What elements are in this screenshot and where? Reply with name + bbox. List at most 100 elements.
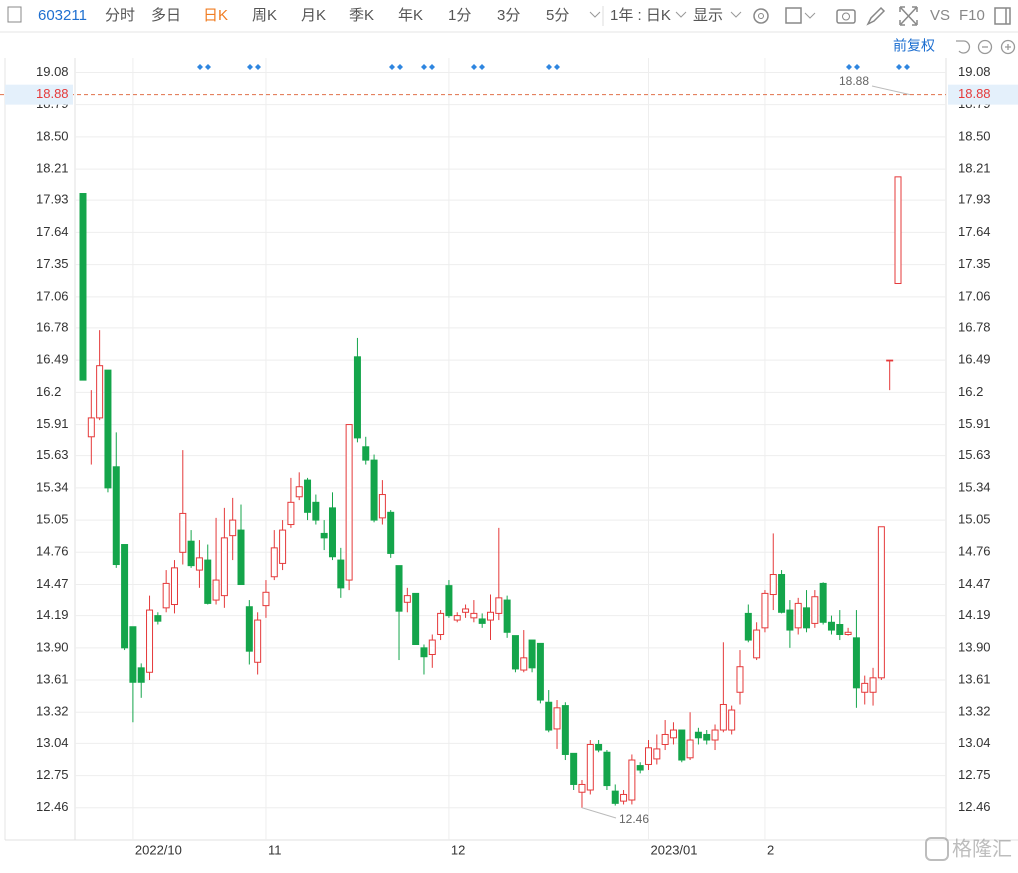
candle-body xyxy=(570,752,578,785)
candle-body xyxy=(894,176,902,284)
candle-body xyxy=(112,466,120,566)
candle-body xyxy=(586,743,594,791)
stock-code[interactable]: 603211 xyxy=(38,7,87,24)
tab[interactable]: 分时 xyxy=(105,7,135,24)
candle-body xyxy=(312,501,320,521)
zoom-in-plus xyxy=(1005,44,1011,50)
candle-body xyxy=(470,612,478,619)
candle-body xyxy=(403,595,411,603)
candle-body xyxy=(262,591,270,607)
candle-body xyxy=(611,790,619,804)
candle-body xyxy=(328,507,336,558)
candle-body xyxy=(104,369,112,489)
candle-body xyxy=(653,748,661,760)
candle-body xyxy=(686,739,694,759)
y-tick-label-right: 18.50 xyxy=(958,128,991,143)
y-tick-label-right: 13.90 xyxy=(958,639,991,654)
candle-body xyxy=(487,611,494,621)
tab[interactable]: 年K xyxy=(398,7,423,24)
f10-button[interactable]: F10 xyxy=(959,7,985,24)
candle-body xyxy=(162,582,170,609)
settings-icon-core xyxy=(758,13,764,19)
candle-body xyxy=(628,759,636,801)
y-tick-label: 14.19 xyxy=(36,607,69,622)
last-price-band-right xyxy=(948,84,1018,105)
tab[interactable]: 月K xyxy=(301,7,326,24)
y-tick-label: 16.2 xyxy=(36,384,61,399)
candle-body xyxy=(877,526,885,679)
display-select[interactable]: 显示 xyxy=(693,7,723,24)
tab[interactable]: 3分 xyxy=(497,7,520,24)
candle-body xyxy=(370,459,378,521)
event-marker xyxy=(471,64,477,70)
zoom-out-icon[interactable] xyxy=(977,39,993,55)
candle-body xyxy=(220,537,228,597)
watermark-text: 格隆汇 xyxy=(952,837,1012,860)
candle-body xyxy=(711,729,719,741)
shape-icon[interactable] xyxy=(785,7,802,24)
y-tick-label: 17.93 xyxy=(36,192,69,207)
candle-body xyxy=(753,629,761,659)
settings-icon[interactable] xyxy=(753,8,769,24)
adjust-button[interactable]: 前复权 xyxy=(893,38,935,54)
event-marker xyxy=(479,64,485,70)
undo-icon[interactable] xyxy=(956,40,971,54)
candle-body xyxy=(137,667,145,683)
x-tick-label: 12 xyxy=(451,842,465,857)
fullscreen-icon[interactable] xyxy=(899,6,918,26)
last-price-label-right: 18.88 xyxy=(958,86,991,101)
camera-icon[interactable] xyxy=(836,9,856,24)
max-leader xyxy=(871,85,911,96)
candle-body xyxy=(320,532,328,539)
candle-body xyxy=(378,494,386,519)
chevron[interactable] xyxy=(675,11,687,18)
candle-body xyxy=(736,666,744,693)
candle-body xyxy=(353,356,361,439)
candle-body xyxy=(861,682,869,693)
chevron[interactable] xyxy=(730,11,742,18)
candle-body xyxy=(337,559,345,589)
y-tick-label-right: 14.47 xyxy=(958,576,991,591)
tab[interactable]: 1分 xyxy=(448,7,471,24)
y-tick-label-right: 15.63 xyxy=(958,447,991,462)
candle-body xyxy=(420,647,428,658)
candle-body xyxy=(287,501,295,526)
min-leader xyxy=(581,807,617,819)
candle-body xyxy=(270,547,278,578)
candle-body xyxy=(603,751,611,787)
candle-body xyxy=(245,606,253,652)
vs-button[interactable]: VS xyxy=(930,7,950,24)
candle-body xyxy=(803,607,811,629)
candle-body xyxy=(620,793,628,802)
watermark-logo xyxy=(925,837,949,861)
candle-body xyxy=(229,519,237,537)
range-select[interactable]: 1年 : 日K xyxy=(610,7,671,24)
candle-body xyxy=(345,424,353,581)
chevron[interactable] xyxy=(804,12,816,19)
pen-icon[interactable] xyxy=(866,6,886,26)
candle-body xyxy=(187,540,195,567)
tab[interactable]: 日K xyxy=(203,7,228,24)
tab[interactable]: 季K xyxy=(349,7,374,24)
tab[interactable]: 周K xyxy=(252,7,277,24)
checkbox-icon[interactable] xyxy=(7,6,22,23)
y-tick-label-right: 15.91 xyxy=(958,416,991,431)
candle-body xyxy=(96,365,104,419)
y-tick-label: 15.91 xyxy=(36,416,69,431)
candle-body xyxy=(669,729,677,739)
candle-body xyxy=(511,635,519,670)
tab[interactable]: 多日 xyxy=(151,7,181,24)
zoom-in-icon[interactable] xyxy=(1000,39,1016,55)
candle-body xyxy=(645,747,653,765)
chevron[interactable] xyxy=(589,11,601,18)
y-tick-label-right: 19.08 xyxy=(958,64,991,79)
candle-body xyxy=(170,567,178,606)
y-tick-label: 15.63 xyxy=(36,447,69,462)
panel-icon[interactable] xyxy=(994,7,1011,25)
tab[interactable]: 5分 xyxy=(546,7,569,24)
candle-body xyxy=(154,615,162,622)
y-tick-label-right: 12.75 xyxy=(958,767,991,782)
camera-lens xyxy=(842,12,850,21)
last-price-label: 18.88 xyxy=(36,86,69,101)
